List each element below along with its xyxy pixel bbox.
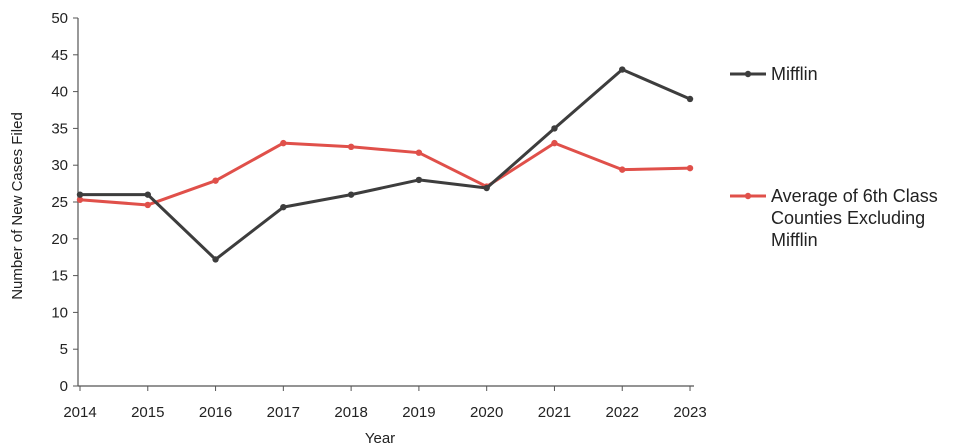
legend-swatch-marker <box>744 70 752 78</box>
y-tick-label: 5 <box>60 341 68 358</box>
y-axis-label: Number of New Cases Filed <box>9 112 26 300</box>
legend: Mifflin Average of 6th Class Counties Excl… <box>730 64 938 250</box>
legend-label: Average of 6th Class Counties Excluding Mi… <box>771 186 938 250</box>
data-point-mifflin <box>686 95 694 103</box>
data-point-sixth-class-average <box>415 149 423 156</box>
series-mifflin <box>76 66 694 263</box>
data-point-mifflin <box>619 66 626 73</box>
x-tick-label: 2016 <box>199 404 232 421</box>
data-point-mifflin <box>415 176 423 184</box>
data-point-sixth-class-average <box>280 139 287 147</box>
data-point-sixth-class-average <box>551 139 558 147</box>
data-point-mifflin <box>76 191 84 198</box>
x-tick-label: 2019 <box>402 404 435 421</box>
legend-swatch-marker <box>744 192 752 200</box>
data-point-sixth-class-average <box>686 164 694 172</box>
x-tick-label: 2021 <box>538 404 571 421</box>
data-point-sixth-class-average <box>347 143 355 150</box>
x-axis-label: Year <box>365 430 395 447</box>
x-tick-label: 2015 <box>131 404 164 421</box>
y-tick-label: 45 <box>51 47 68 64</box>
data-point-mifflin <box>280 203 287 211</box>
data-point-sixth-class-average <box>619 166 626 173</box>
x-tick-label: 2023 <box>673 404 706 421</box>
x-tick-labels: 2014 2015 2016 2017 2018 2019 2020 2021 2022 2023 <box>63 404 706 421</box>
y-tick-label: 0 <box>60 378 68 395</box>
y-tick-label: 35 <box>51 120 68 137</box>
legend-item-sixth-class-average: Average of 6th Class Counties Excluding Mi… <box>730 186 938 250</box>
series-line-mifflin <box>78 68 692 261</box>
data-point-sixth-class-average <box>76 196 84 203</box>
data-point-mifflin <box>551 125 558 132</box>
y-tick-label: 30 <box>51 157 68 174</box>
data-point-mifflin <box>347 191 355 198</box>
y-tick-label: 25 <box>51 194 68 211</box>
y-tick-labels: 0 5 10 15 20 25 30 35 40 45 50 <box>51 10 68 395</box>
series-layer <box>76 66 694 263</box>
x-tick-label: 2022 <box>606 404 639 421</box>
legend-label: Mifflin <box>771 64 818 84</box>
y-tick-label: 20 <box>51 231 68 248</box>
series-line-sixth-class-average <box>78 141 692 207</box>
y-tick-label: 40 <box>51 84 68 101</box>
y-tick-label: 50 <box>51 10 68 27</box>
data-point-mifflin <box>483 184 490 192</box>
x-tick-label: 2020 <box>470 404 503 421</box>
x-tick-label: 2014 <box>63 404 96 421</box>
data-point-mifflin <box>144 191 151 198</box>
y-tick-label: 15 <box>51 268 68 285</box>
series-sixth-class-average <box>76 139 694 209</box>
y-tick-label: 10 <box>51 304 68 321</box>
legend-item-mifflin: Mifflin <box>730 64 818 84</box>
data-point-sixth-class-average <box>212 177 219 184</box>
x-tick-label: 2017 <box>267 404 300 421</box>
axes <box>73 17 694 391</box>
x-tick-label: 2018 <box>334 404 367 421</box>
data-point-sixth-class-average <box>144 201 151 209</box>
data-point-mifflin <box>212 256 219 263</box>
